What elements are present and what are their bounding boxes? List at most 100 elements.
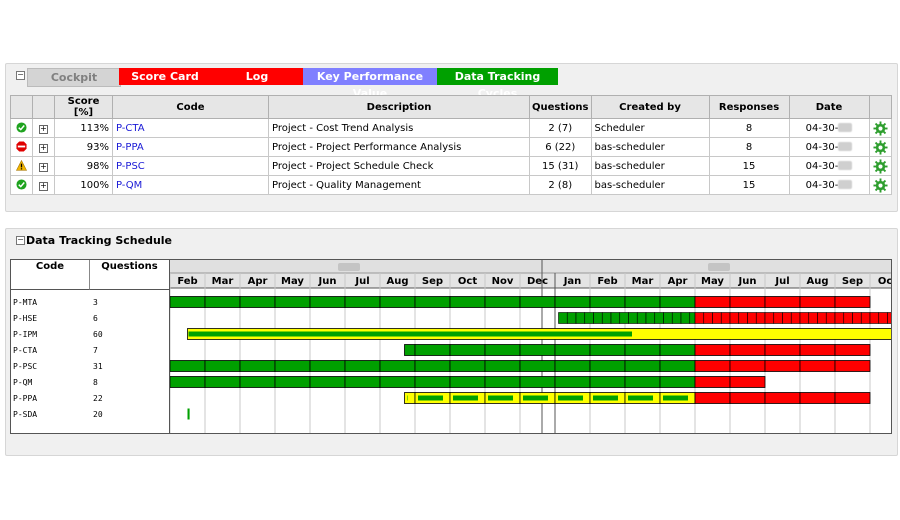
month-label: Nov [492, 276, 514, 287]
gantt-bar [589, 344, 626, 356]
header-questions[interactable]: Questions [529, 95, 592, 119]
gantt-bar [834, 392, 871, 404]
gantt-bar [834, 360, 871, 372]
row-questions: 31 [93, 362, 103, 371]
row-questions: 8 [93, 378, 98, 387]
gantt-bar [414, 344, 451, 356]
schedule-panel: − Data Tracking Schedule Code Questions … [5, 228, 898, 456]
table-row: +113% P-CTA Project - Cost Trend Analysis 2… [10, 118, 892, 138]
redacted-year [838, 180, 853, 189]
gantt-bar [636, 312, 647, 324]
gantt-bar [799, 344, 836, 356]
gantt-bar [729, 312, 740, 324]
gantt-bar [187, 408, 190, 420]
status-cell [10, 175, 33, 195]
gantt-bar [869, 312, 880, 324]
created-by-cell: bas-scheduler [590, 137, 710, 157]
gantt-bar [601, 312, 612, 324]
month-label: Jul [354, 276, 369, 287]
gantt-bar [449, 360, 486, 372]
row-questions: 20 [93, 410, 103, 419]
status-cell [10, 156, 33, 176]
tab-key-performance-value[interactable]: Key Performance Value [303, 68, 437, 100]
gantt-bar [729, 296, 766, 308]
gear-icon[interactable] [872, 139, 888, 155]
gantt-bar [671, 312, 682, 324]
gear-icon[interactable] [872, 158, 888, 174]
date-value: 04-30- [805, 141, 839, 153]
created-by-cell: bas-scheduler [590, 175, 710, 195]
tab-score-card[interactable]: Score Card [119, 68, 211, 85]
gantt-bar [589, 360, 626, 372]
gantt-bar [309, 296, 346, 308]
responses-cell: 8 [708, 137, 790, 157]
redacted-year [838, 161, 853, 170]
gantt-bar [484, 296, 521, 308]
gantt-bar [799, 312, 810, 324]
responses-cell: 15 [708, 156, 790, 176]
expand-icon[interactable]: + [39, 180, 48, 191]
gantt-bar [624, 360, 661, 372]
collapse-toggle[interactable]: − [16, 235, 25, 245]
row-code: P-PSC [13, 362, 38, 371]
gantt-svg: Feb Mar Apr May Jun Jul Aug Sep Oct Nov Dec Jan Feb M… [169, 260, 897, 433]
gear-icon[interactable] [872, 120, 888, 136]
gantt-bar [593, 395, 618, 401]
expand-icon[interactable]: + [39, 142, 48, 153]
header-code[interactable]: Code [112, 95, 269, 119]
code-link[interactable]: P-QM [116, 179, 143, 191]
gantt-bar [694, 296, 731, 308]
gantt-bar [659, 360, 696, 372]
gantt-bar [379, 376, 416, 388]
expand-cell: + [32, 175, 55, 195]
gantt-bar [274, 376, 311, 388]
header-created-by[interactable]: Created by [590, 95, 710, 119]
date-value: 04-30- [805, 160, 839, 172]
score-cell: 100% [54, 175, 113, 195]
code-link[interactable]: P-CTA [116, 122, 145, 134]
gantt-bar [694, 392, 731, 404]
gantt-bar [782, 312, 792, 324]
header-description[interactable]: Description [268, 95, 530, 119]
header-date[interactable]: Date [788, 95, 870, 119]
description-cell: Project - Cost Trend Analysis [268, 118, 530, 138]
expand-icon[interactable]: + [39, 123, 48, 134]
header-responses[interactable]: Responses [708, 95, 790, 119]
gantt-bar [712, 312, 722, 324]
code-link[interactable]: P-PPA [116, 141, 144, 153]
gantt-bar [519, 344, 556, 356]
row-code: P-MTA [13, 298, 38, 307]
tab-log[interactable]: Log [211, 68, 303, 85]
questions-cell: 2 (8) [529, 175, 592, 195]
gantt-bar [558, 312, 568, 324]
gantt-bar [449, 376, 486, 388]
tab-data-tracking-cycles[interactable]: Data Tracking Cycles [437, 68, 558, 100]
gantt-bar [309, 376, 346, 388]
gantt-bar [274, 296, 311, 308]
gantt-bar [628, 395, 653, 401]
gantt-bar [764, 360, 801, 372]
code-cell: P-CTA [112, 118, 269, 138]
gear-icon[interactable] [872, 177, 888, 193]
responses-cell: 8 [708, 118, 790, 138]
header-score[interactable]: Score [%] [54, 95, 113, 119]
expand-cell: + [32, 137, 55, 157]
gantt-bar [764, 392, 801, 404]
gantt-bar [453, 395, 478, 401]
gantt-bar [414, 296, 451, 308]
gantt-bar [764, 296, 801, 308]
gantt-bar [169, 296, 206, 308]
gantt-bar [624, 376, 661, 388]
expand-cell: + [32, 156, 55, 176]
gantt-bar [729, 360, 766, 372]
tab-cockpit[interactable]: Cockpit [27, 68, 121, 87]
expand-icon[interactable]: + [39, 161, 48, 172]
gantt-bar [558, 395, 583, 401]
gantt-bar [799, 360, 836, 372]
date-cell: 04-30- [788, 156, 870, 176]
month-label: Jul [774, 276, 789, 287]
gantt-bar [344, 296, 381, 308]
code-link[interactable]: P-PSC [116, 160, 145, 172]
collapse-toggle[interactable]: − [16, 70, 25, 80]
gantt-bar [689, 312, 696, 324]
